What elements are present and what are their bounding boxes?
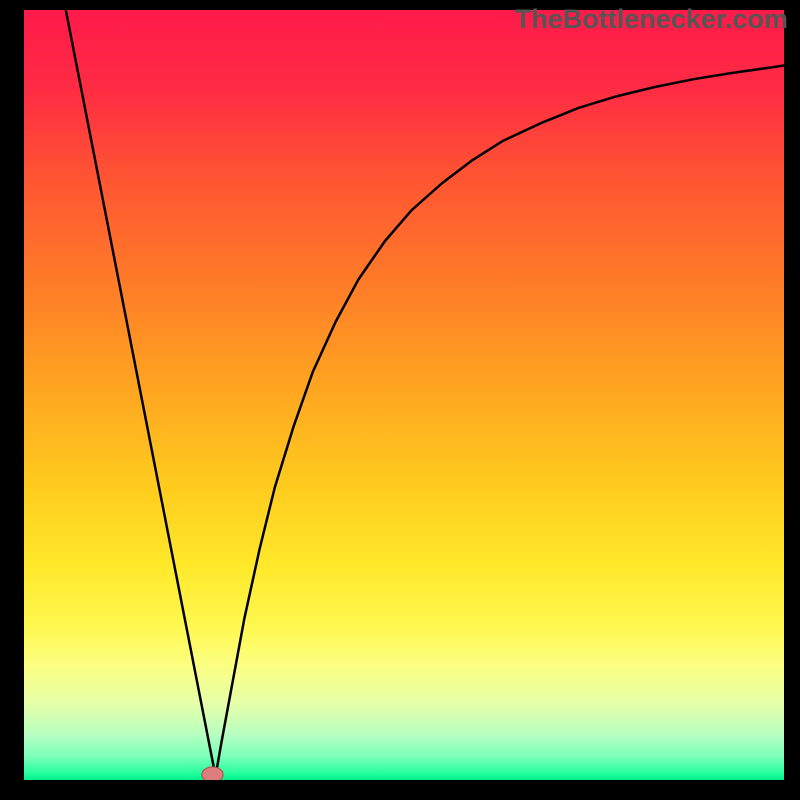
bottleneck-curve	[66, 10, 784, 776]
curve-layer	[24, 10, 784, 780]
optimum-marker	[202, 767, 223, 780]
plot-area	[24, 10, 784, 780]
chart-container: TheBottlenecker.com	[0, 0, 800, 800]
watermark-text: TheBottlenecker.com	[515, 4, 788, 35]
